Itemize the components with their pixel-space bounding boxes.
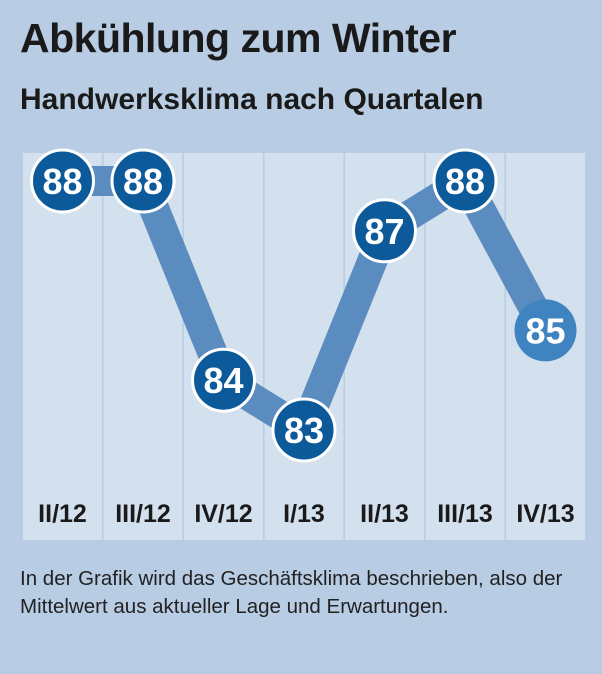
x-tick-label: II/13	[360, 500, 409, 528]
x-tick-label: III/13	[437, 500, 493, 528]
data-label: 88	[42, 161, 82, 202]
x-tick-label: IV/13	[516, 500, 574, 528]
data-label: 85	[525, 310, 565, 351]
x-tick-label: IV/12	[194, 500, 252, 528]
data-label: 83	[284, 410, 324, 451]
data-point	[191, 347, 256, 413]
data-point	[352, 198, 417, 264]
column-band	[23, 153, 102, 540]
x-axis-labels: II/12 III/12 IV/12 I/13 II/13 III/13 IV/13	[38, 500, 575, 528]
x-tick-label: I/13	[283, 500, 325, 528]
data-label: 88	[123, 161, 163, 202]
data-point	[432, 148, 498, 214]
data-point	[514, 299, 577, 362]
data-markers: 88 88 84 83 87 88 85	[30, 148, 577, 463]
data-point	[30, 148, 95, 214]
column-bands	[23, 153, 585, 540]
data-label: 84	[203, 360, 243, 401]
x-tick-label: II/12	[38, 500, 87, 528]
data-point	[271, 397, 337, 463]
data-point	[110, 148, 176, 214]
chart-caption: In der Grafik wird das Geschäftsklima be…	[20, 567, 563, 618]
data-label: 88	[445, 161, 485, 202]
chart-title: Abkühlung zum Winter	[20, 15, 457, 61]
x-tick-label: III/12	[115, 500, 171, 528]
chart-subtitle: Handwerksklima nach Quartalen	[20, 83, 484, 116]
data-label: 87	[364, 211, 404, 252]
